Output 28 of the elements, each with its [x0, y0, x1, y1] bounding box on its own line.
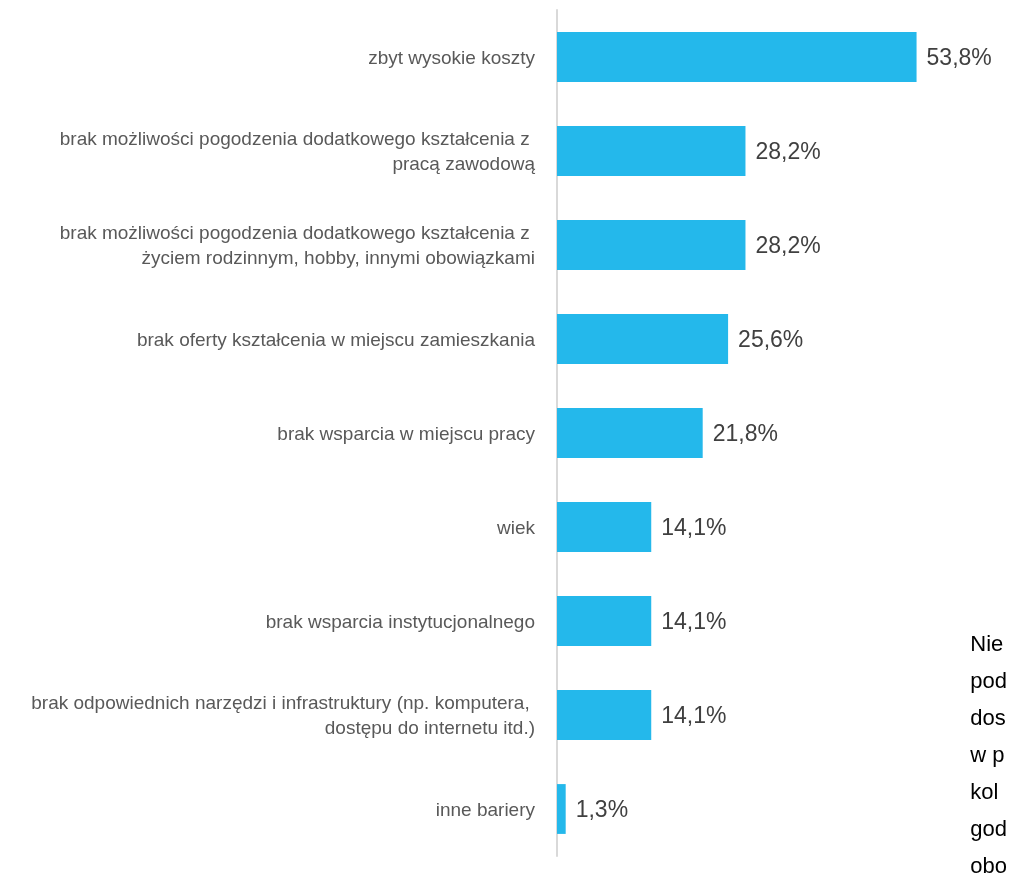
bar	[557, 596, 652, 646]
y-tick-label: inne bariery	[435, 798, 536, 820]
y-tick-label: wiek	[495, 516, 536, 538]
bar	[557, 690, 652, 740]
y-tick-label: brak wsparcia instytucjonalnego	[265, 610, 535, 632]
bar	[557, 502, 652, 552]
data-label: 14,1%	[661, 514, 727, 540]
text: Nie pod dos w p kol god obo	[969, 631, 1008, 878]
data-label: 14,1%	[661, 608, 727, 634]
y-tick-label: brak odpowiednich narzędzi i infrastruktury (np. komputera, dostępu do internetu itd.)	[31, 692, 535, 738]
y-tick-label: brak możliwości pogodzenia dodatkowego kształcenia z życiem rodzinnym, hobby, innymi obowiązkami	[59, 222, 535, 268]
data-label: 21,8%	[712, 420, 778, 446]
y-tick-label: brak oferty kształcenia w miejscu zamieszkania	[136, 328, 536, 350]
bar	[557, 32, 917, 82]
data-label: 14,1%	[661, 702, 727, 728]
bar	[557, 784, 566, 834]
data-label: 25,6%	[738, 326, 804, 352]
data-label: 28,2%	[755, 138, 821, 164]
bar	[557, 408, 703, 458]
data-label: 28,2%	[755, 232, 821, 258]
data-label: 1,3%	[575, 796, 629, 822]
bar	[557, 220, 746, 270]
y-tick-label: zbyt wysokie koszty	[368, 46, 536, 68]
y-tick-label: brak wsparcia w miejscu pracy	[277, 422, 536, 444]
y-tick-label: brak możliwości pogodzenia dodatkowego kształcenia z pracą zawodową	[59, 128, 536, 174]
bar	[557, 314, 729, 364]
bar	[557, 126, 746, 176]
data-label: 53,8%	[926, 44, 992, 70]
